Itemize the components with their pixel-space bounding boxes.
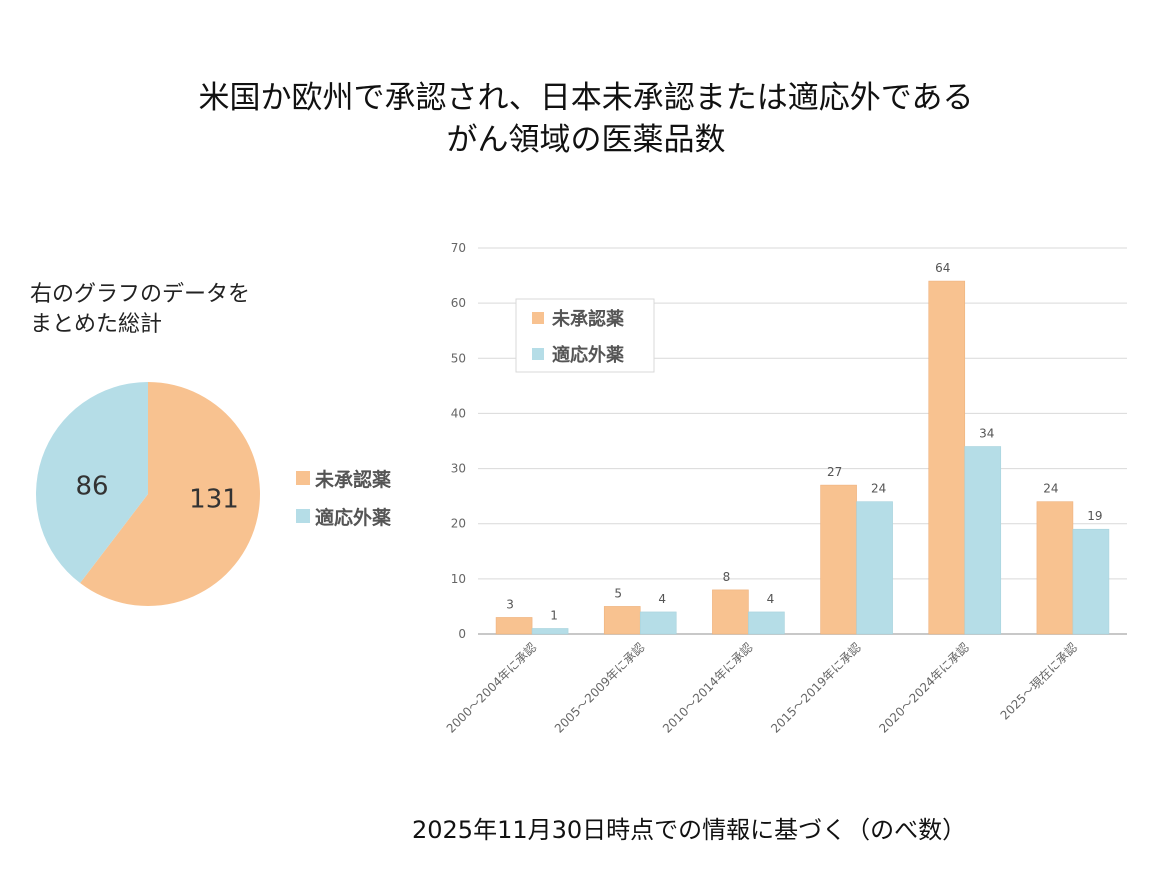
x-tick-label: 2000～2004年に承認 — [443, 640, 539, 736]
pie-data-label: 86 — [75, 472, 108, 502]
bar-unapproved — [603, 606, 641, 635]
bar-data-label: 4 — [767, 592, 775, 606]
chart-title-line1: 米国か欧州で承認され、日本未承認または適応外である — [198, 80, 974, 116]
bar-offlabel — [639, 611, 677, 635]
pie-legend-label: 未承認薬 — [314, 468, 391, 491]
footer-note: 2025年11月30日時点での情報に基づく（のべ数） — [412, 816, 967, 844]
summary-label-line1: 右のグラフのデータを — [30, 282, 251, 307]
pie-data-label: 131 — [189, 485, 239, 515]
bar-data-label: 24 — [871, 482, 886, 496]
y-tick-label: 10 — [451, 572, 466, 586]
bar-data-label: 5 — [614, 586, 622, 600]
summary-label: 右のグラフのデータを まとめた総計 — [30, 280, 330, 340]
bar-unapproved — [495, 617, 533, 635]
y-tick-label: 30 — [451, 462, 466, 476]
bar-legend-swatch — [532, 312, 544, 324]
bar-offlabel — [531, 628, 569, 635]
bar-data-label: 1 — [550, 608, 558, 622]
bar-data-label: 4 — [658, 592, 666, 606]
bar-legend-label: 適応外薬 — [552, 344, 624, 366]
x-tick-label: 2020～2024年に承認 — [876, 640, 972, 736]
bar-offlabel — [748, 611, 785, 635]
bar-data-label: 8 — [723, 570, 731, 584]
y-tick-label: 70 — [451, 241, 466, 255]
y-tick-label: 50 — [451, 351, 466, 365]
bar-data-label: 64 — [935, 261, 950, 275]
y-tick-label: 0 — [458, 627, 466, 641]
bar-data-label: 34 — [979, 427, 994, 441]
bar-offlabel — [1072, 528, 1110, 635]
x-tick-label: 2005～2009年に承認 — [551, 640, 647, 736]
bar-unapproved — [928, 280, 966, 635]
bar-data-label: 24 — [1043, 482, 1058, 496]
y-tick-label: 60 — [451, 296, 466, 310]
x-tick-label: 2015～2019年に承認 — [767, 640, 863, 736]
bar-legend-label: 未承認薬 — [552, 308, 624, 330]
bar-data-label: 19 — [1087, 509, 1102, 523]
pie-slice-1 — [35, 382, 148, 584]
bar-unapproved — [1036, 501, 1074, 635]
bar-unapproved — [712, 589, 749, 635]
bar-legend-swatch — [532, 348, 544, 360]
chart-title-line2: がん領域の医薬品数 — [446, 122, 726, 158]
bar-offlabel — [964, 446, 1002, 635]
y-tick-label: 40 — [451, 406, 466, 420]
bar-offlabel — [856, 501, 893, 635]
pie-legend-swatch — [296, 471, 310, 485]
x-tick-label: 2010～2014年に承認 — [659, 640, 755, 736]
pie-slice-0 — [80, 382, 260, 606]
y-tick-label: 20 — [451, 517, 466, 531]
pie-legend-swatch — [296, 509, 310, 523]
bar-data-label: 27 — [827, 465, 842, 479]
x-tick-label: 2025～現在に承認 — [997, 640, 1080, 723]
summary-label-line2: まとめた総計 — [30, 312, 163, 337]
pie-legend-label: 適応外薬 — [315, 506, 391, 529]
bar-unapproved — [820, 484, 857, 635]
bar-data-label: 3 — [506, 597, 514, 611]
